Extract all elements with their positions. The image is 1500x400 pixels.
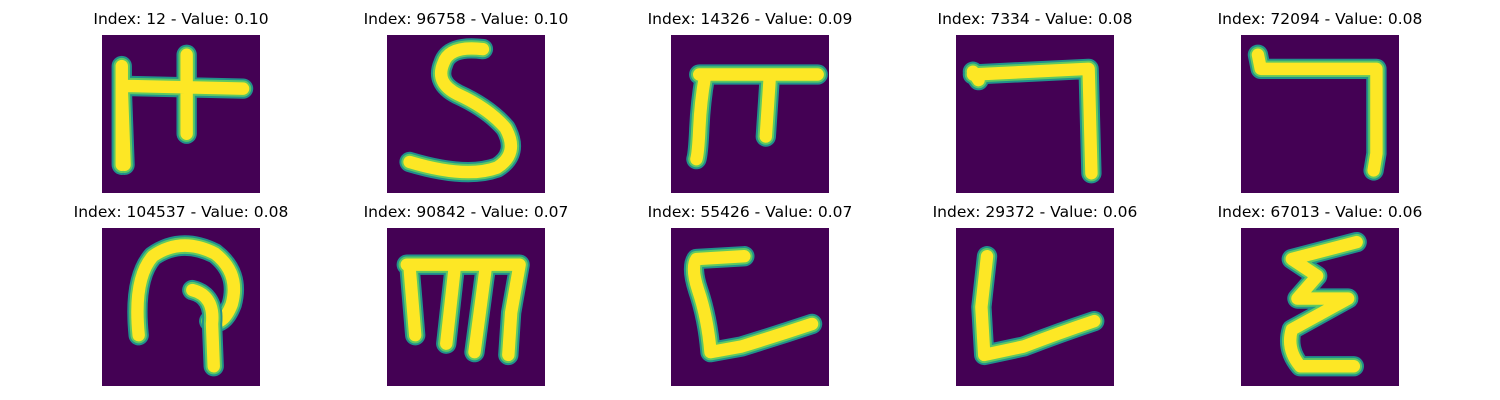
image-panel: Index: 90842 - Value: 0.07 (336, 203, 596, 393)
handwritten-glyph-image (1241, 228, 1399, 386)
image-panel: Index: 7334 - Value: 0.08 (905, 10, 1165, 200)
handwritten-glyph-image (671, 228, 829, 386)
image-panel: Index: 96758 - Value: 0.10 (336, 10, 596, 200)
handwritten-glyph-image (387, 35, 545, 193)
glyph-stroke (1283, 235, 1363, 373)
panel-title: Index: 67013 - Value: 0.06 (1217, 203, 1423, 221)
handwritten-glyph-image (1241, 35, 1399, 193)
panel-title: Index: 12 - Value: 0.10 (93, 10, 269, 28)
glyph-stroke (115, 48, 250, 171)
panel-title: Index: 29372 - Value: 0.06 (932, 203, 1138, 221)
handwritten-glyph-image (956, 35, 1114, 193)
panel-title: Index: 14326 - Value: 0.09 (647, 10, 853, 28)
glyph-stroke (975, 250, 1101, 362)
handwritten-glyph-image (671, 35, 829, 193)
handwritten-glyph-image (956, 228, 1114, 386)
glyph-stroke (400, 258, 526, 362)
panel-title: Index: 90842 - Value: 0.07 (363, 203, 569, 221)
panel-title: Index: 7334 - Value: 0.08 (937, 10, 1133, 28)
glyph-stroke (186, 283, 220, 373)
image-panel: Index: 72094 - Value: 0.08 (1190, 10, 1450, 200)
image-panel: Index: 67013 - Value: 0.06 (1190, 203, 1450, 393)
image-panel: Index: 12 - Value: 0.10 (51, 10, 311, 200)
panel-title: Index: 104537 - Value: 0.08 (73, 203, 289, 221)
panel-title: Index: 72094 - Value: 0.08 (1217, 10, 1423, 28)
image-panel: Index: 104537 - Value: 0.08 (51, 203, 311, 393)
image-panel: Index: 55426 - Value: 0.07 (620, 203, 880, 393)
image-panel: Index: 29372 - Value: 0.06 (905, 203, 1165, 393)
glyph-stroke (1251, 48, 1383, 177)
handwritten-glyph-image (387, 228, 545, 386)
panel-title: Index: 96758 - Value: 0.10 (363, 10, 569, 28)
panel-title: Index: 55426 - Value: 0.07 (647, 203, 853, 221)
glyph-stroke (690, 68, 824, 166)
handwritten-glyph-image (102, 228, 260, 386)
glyph-stroke (687, 250, 819, 359)
glyph-stroke (131, 239, 241, 342)
glyph-stroke (403, 42, 518, 179)
image-panel: Index: 14326 - Value: 0.09 (620, 10, 880, 200)
handwritten-glyph-image (102, 35, 260, 193)
glyph-stroke (966, 62, 1098, 180)
